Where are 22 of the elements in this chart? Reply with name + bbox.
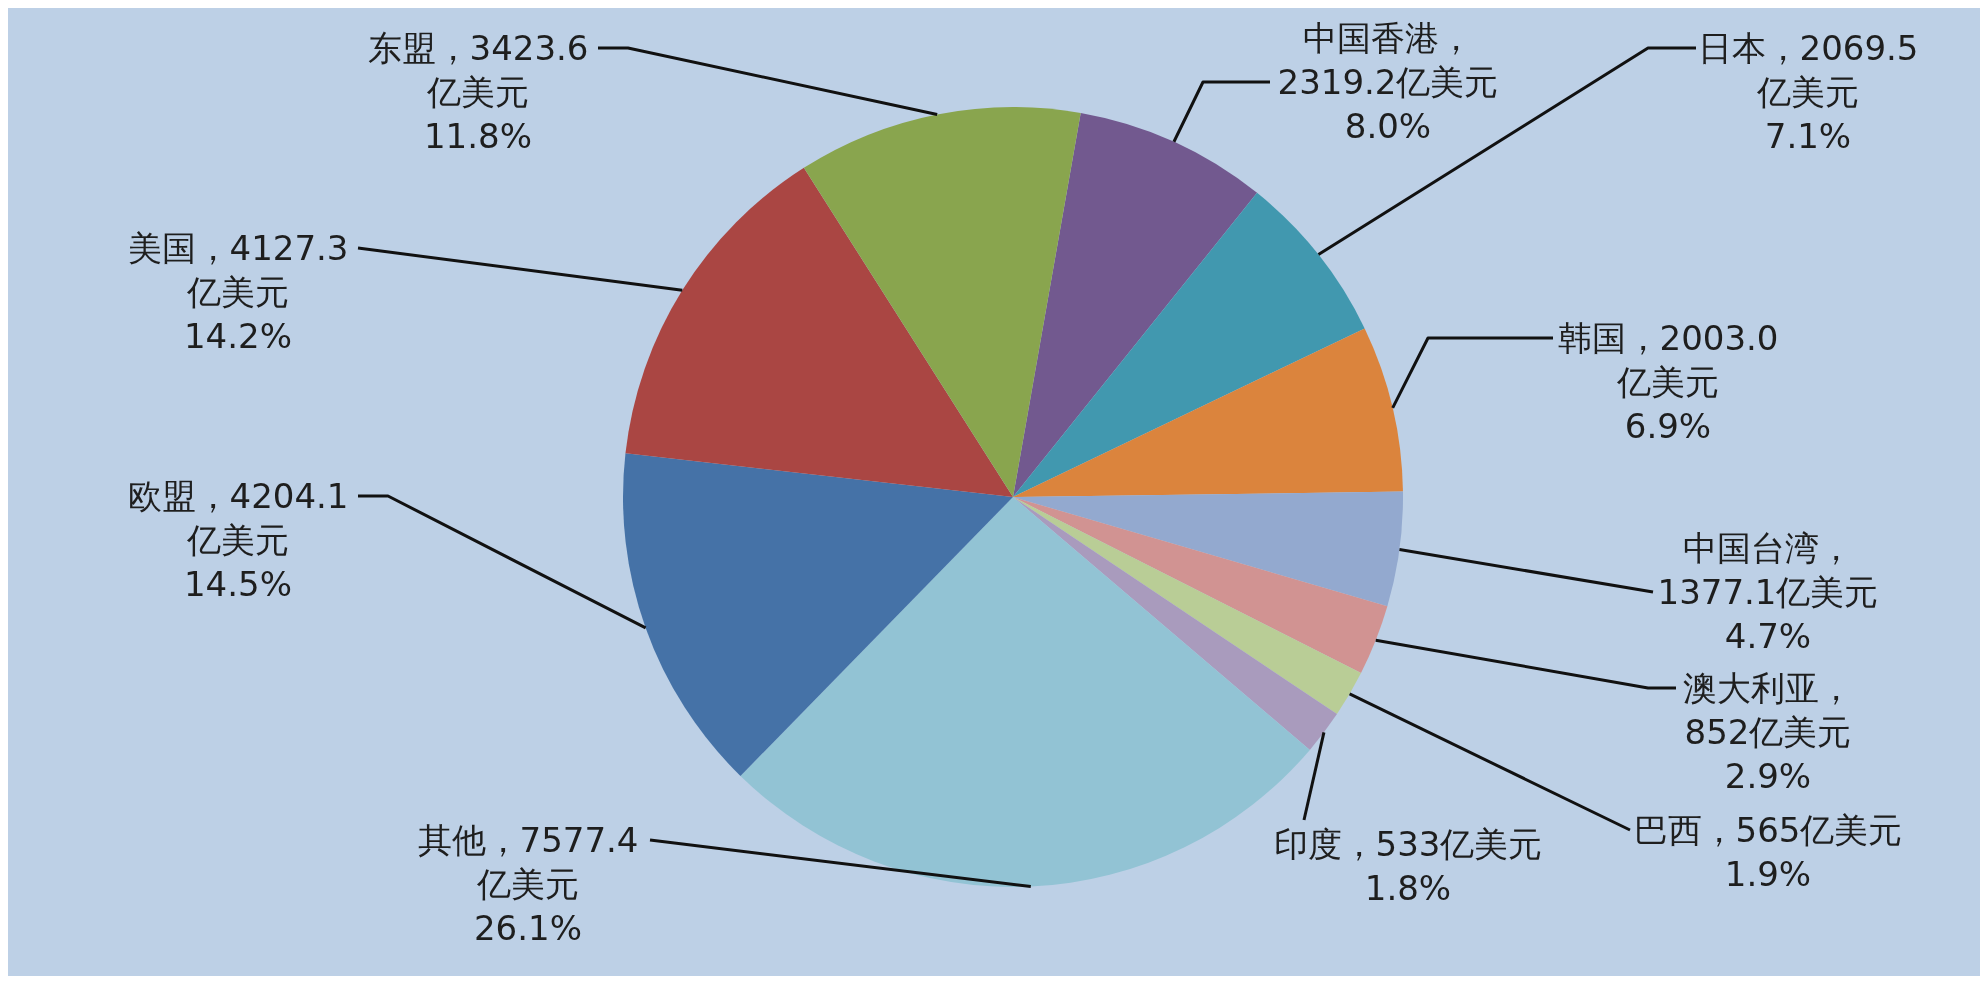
pie-slice [803,107,1081,497]
slice-label: 日本，2069.5 亿美元 7.1% [1697,28,1919,156]
slice-label: 美国，4127.3 亿美元 14.2% [127,228,349,356]
slice-label: 欧盟，4204.1 亿美元 14.5% [127,476,349,604]
pie-slice [740,497,1310,887]
pie-slice [625,167,1013,497]
pie-slice [1013,112,1258,497]
pie-slice [1013,497,1337,750]
slice-label: 中国台湾， 1377.1亿美元 4.7% [1657,528,1879,656]
slice-label: 其他，7577.4 亿美元 26.1% [417,820,639,948]
pie-slice [1013,328,1403,497]
slice-label: 巴西，565亿美元 1.9% [1633,810,1903,894]
slice-label: 韩国，2003.0 亿美元 6.9% [1557,318,1779,446]
pie-slice [1013,192,1365,497]
slice-label: 澳大利亚， 852亿美元 2.9% [1683,668,1853,796]
pie-slice [623,453,1013,776]
pie-slice [1013,497,1388,674]
slice-label: 印度，533亿美元 1.8% [1273,824,1543,908]
pie-slice [1013,491,1403,607]
slice-label: 东盟，3423.6 亿美元 11.8% [367,28,589,156]
slice-label: 中国香港， 2319.2亿美元 8.0% [1277,18,1499,146]
pie-slice [1013,497,1362,715]
